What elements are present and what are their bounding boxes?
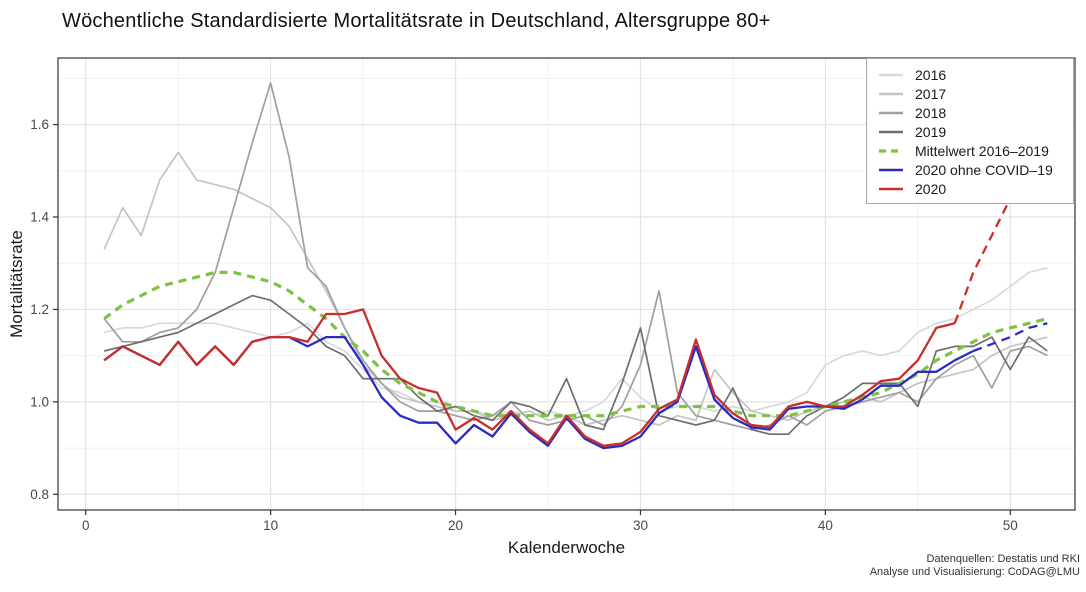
x-tick-label: 30 <box>633 518 648 533</box>
panel-border <box>57 57 1076 511</box>
series-line-2020-ohne-covid-19 <box>972 322 1048 353</box>
legend-item-2020: 2020 <box>867 179 1073 198</box>
series-line-2018 <box>103 82 1048 431</box>
legend-item-2019: 2019 <box>867 122 1073 141</box>
legend: 2016 2017 2018 2019 Mittelwert 2016–2019 2020… <box>866 58 1074 204</box>
y-tick-label: 1.4 <box>30 209 49 224</box>
chart-title: Wöchentliche Standardisierte Mortalitäts… <box>62 10 771 32</box>
footer: Datenquellen: Destatis und RKI Analyse u… <box>870 553 1080 579</box>
x-tick-label: 0 <box>82 518 90 533</box>
footer-line-2: Analyse und Visualisierung: CoDAG@LMU <box>869 566 1080 578</box>
y-tick-label: 1.6 <box>30 117 49 132</box>
series-line-2020 <box>953 188 1048 324</box>
footer-line-1: Datenquellen: Destatis und RKI <box>926 553 1080 565</box>
x-tick-label: 40 <box>818 518 833 533</box>
x-tick-label: 20 <box>448 518 463 533</box>
legend-label: 2018 <box>915 104 947 121</box>
x-tick-label: 50 <box>1003 518 1018 533</box>
series-line-mittelwert-2016-2019 <box>103 270 1048 418</box>
legend-key-2020 <box>879 187 903 190</box>
legend-item-2018: 2018 <box>867 103 1073 122</box>
y-tick-label: 1.2 <box>30 302 49 317</box>
series-line-2017 <box>103 151 1048 426</box>
legend-item-mittelwert-2016-2019: Mittelwert 2016–2019 <box>867 141 1073 160</box>
legend-label: 2016 <box>915 66 947 83</box>
legend-label: 2020 <box>915 180 947 197</box>
series-line-2020 <box>103 308 956 447</box>
legend-label: 2017 <box>915 85 947 102</box>
y-tick-label: 1.0 <box>30 394 49 409</box>
legend-item-2020-ohne-covid-19: 2020 ohne COVID–19 <box>867 160 1073 179</box>
series-line-2016 <box>103 266 1048 417</box>
x-axis-title: Kalenderwoche <box>507 538 626 557</box>
legend-key-2016 <box>879 73 903 76</box>
y-axis-title: Mortalitätsrate <box>7 230 26 338</box>
legend-key-2020-ohne-covid-19 <box>879 168 903 171</box>
legend-key-mittelwert-2016-2019 <box>879 148 903 153</box>
y-tick-label: 0.8 <box>30 487 49 502</box>
series-line-2019 <box>103 294 1048 436</box>
legend-item-2017: 2017 <box>867 84 1073 103</box>
legend-item-2016: 2016 <box>867 65 1073 84</box>
legend-label: 2019 <box>915 123 947 140</box>
legend-key-2017 <box>879 92 903 95</box>
legend-key-2019 <box>879 130 903 133</box>
legend-label: 2020 ohne COVID–19 <box>915 161 1053 178</box>
x-tick-label: 10 <box>263 518 278 533</box>
legend-key-2018 <box>879 111 903 114</box>
legend-label: Mittelwert 2016–2019 <box>915 142 1049 159</box>
